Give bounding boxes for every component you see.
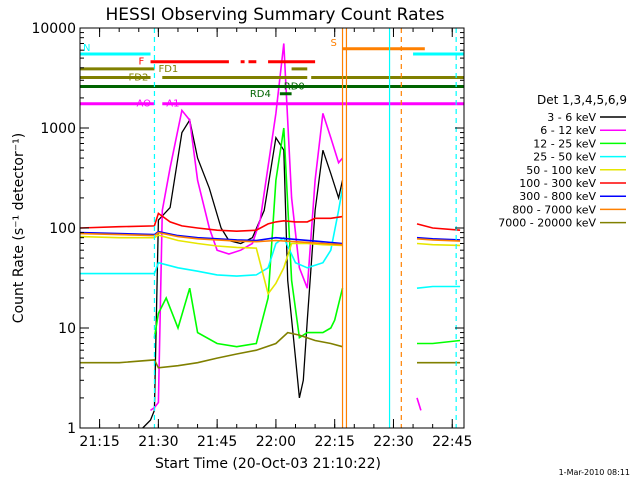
- legend-label-100-300-kev: 100 - 300 keV: [519, 177, 596, 190]
- x-tick-label-2: 21:45: [197, 434, 237, 450]
- legend-label-25-50-kev: 25 - 50 keV: [533, 151, 596, 164]
- flags-layer: N F S FD1 FD2 RD0 RD4 AO A1: [80, 38, 464, 110]
- y-tick-label-0: 1: [67, 421, 76, 437]
- flag-label-ao: AO: [136, 99, 151, 110]
- series-line-7000-20000-kev: [80, 331, 461, 369]
- x-tick-label-3: 22:00: [256, 434, 296, 450]
- legend-label-6-12-kev: 6 - 12 keV: [540, 124, 596, 137]
- x-tick-label-5: 22:30: [373, 434, 413, 450]
- y-tick-label-2: 100: [49, 221, 76, 237]
- flag-label-s: S: [331, 38, 337, 49]
- footer-timestamp: 1-Mar-2010 08:11: [559, 468, 630, 477]
- flag-label-a1: A1: [166, 99, 179, 110]
- series-line-6-12-kev: [150, 43, 422, 412]
- legend-label-800-7000-kev: 800 - 7000 keV: [512, 203, 596, 216]
- flag-label-fd1: FD1: [158, 64, 178, 75]
- chart-title: HESSI Observing Summary Count Rates: [105, 5, 444, 25]
- axes-layer: 1 10 100 1000 10000 21:15 21:30 21:45 22:00 22:15…: [31, 21, 472, 450]
- x-tick-label-6: 22:45: [432, 434, 472, 450]
- x-axis-label: Start Time (20-Oct-03 21:10:22): [155, 456, 381, 472]
- series-layer: [79, 43, 461, 429]
- legend-label-300-800-kev: 300 - 800 keV: [519, 190, 596, 203]
- x-tick-label-0: 21:15: [79, 434, 119, 450]
- flag-label-fd2: FD2: [129, 72, 149, 83]
- y-tick-label-4: 10000: [31, 21, 76, 37]
- series-line-3-6-kev: [142, 118, 344, 429]
- series-line-100-300-kev: [79, 212, 461, 233]
- series-line-50-100-kev: [79, 234, 461, 296]
- legend-label-12-25-kev: 12 - 25 keV: [533, 137, 596, 150]
- y-tick-label-1: 10: [58, 321, 76, 337]
- legend-title: Det 1,3,4,5,6,9: [537, 93, 627, 107]
- series-line-300-800-kev: [79, 230, 461, 245]
- y-axis-label: Count Rate (s⁻¹ detector⁻¹): [11, 133, 27, 323]
- flag-label-f: F: [139, 57, 145, 68]
- flag-label-n: N: [83, 43, 90, 54]
- flag-label-rd0: RD0: [284, 82, 305, 93]
- legend-label-50-100-kev: 50 - 100 keV: [526, 164, 596, 177]
- series-line-12-25-kev: [153, 127, 461, 348]
- x-tick-label-4: 22:15: [315, 434, 355, 450]
- markers-layer: [153, 28, 457, 428]
- legend-label-3-6-kev: 3 - 6 keV: [547, 111, 596, 124]
- y-tick-label-3: 1000: [40, 121, 76, 137]
- legend-label-7000-20000-kev: 7000 - 20000 keV: [498, 217, 596, 230]
- flag-label-rd4: RD4: [250, 89, 271, 100]
- x-tick-label-1: 21:30: [138, 434, 178, 450]
